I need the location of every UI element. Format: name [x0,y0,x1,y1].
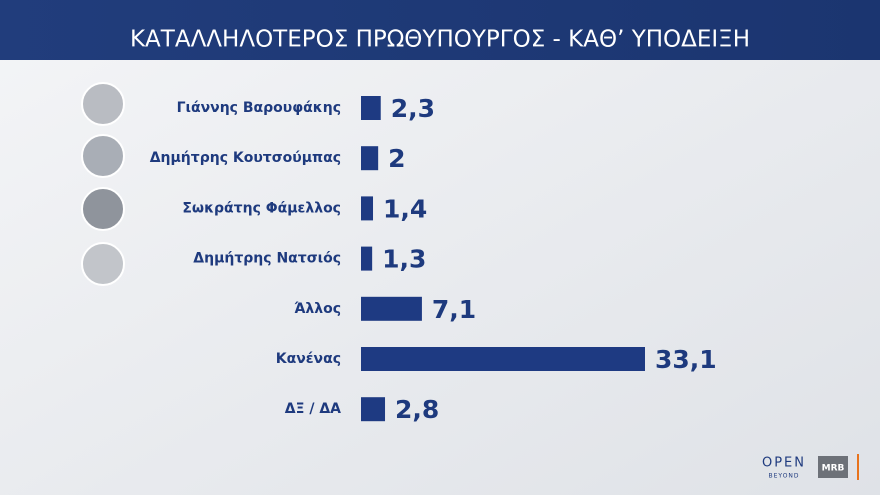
value-label: 1,4 [383,194,427,223]
value-label: 2 [388,144,405,173]
bar [361,96,381,120]
brand-sub: BEYOND [768,473,799,480]
category-label: Δημήτρης Νατσιός [193,251,341,267]
value-label: 1,3 [382,245,426,274]
bar [361,196,374,221]
avatars [81,82,125,286]
avatar [81,82,125,126]
bar [361,397,386,422]
value-label: 2,8 [395,395,439,424]
brand-logo: OPEN [762,456,806,471]
category-label: Άλλος [294,301,341,317]
category-label: Κανένας [276,351,341,367]
category-label: Σωκράτης Φάμελλος [182,200,341,216]
pollster-logo: MRB [822,464,845,474]
avatar [81,187,125,231]
value-label: 2,3 [391,94,435,123]
chart-title: ΚΑΤΑΛΛΗΛΟΤΕΡΟΣ ΠΡΩΘΥΠΟΥΡΓΟΣ - ΚΑΘ’ ΥΠΟΔΕ… [130,27,750,53]
value-label: 7,1 [432,295,476,324]
avatar [81,134,125,178]
category-label: ΔΞ / ΔΑ [285,401,341,417]
bar [361,347,645,371]
avatar [81,242,125,286]
bar [361,146,379,171]
bar [361,246,373,271]
header-band [0,0,880,60]
category-label: Γιάννης Βαρουφάκης [177,100,341,116]
pollster-box [818,456,848,478]
value-label: 33,1 [655,345,717,374]
category-label: Δημήτρης Κουτσούμπας [150,150,341,166]
bar [361,296,422,321]
